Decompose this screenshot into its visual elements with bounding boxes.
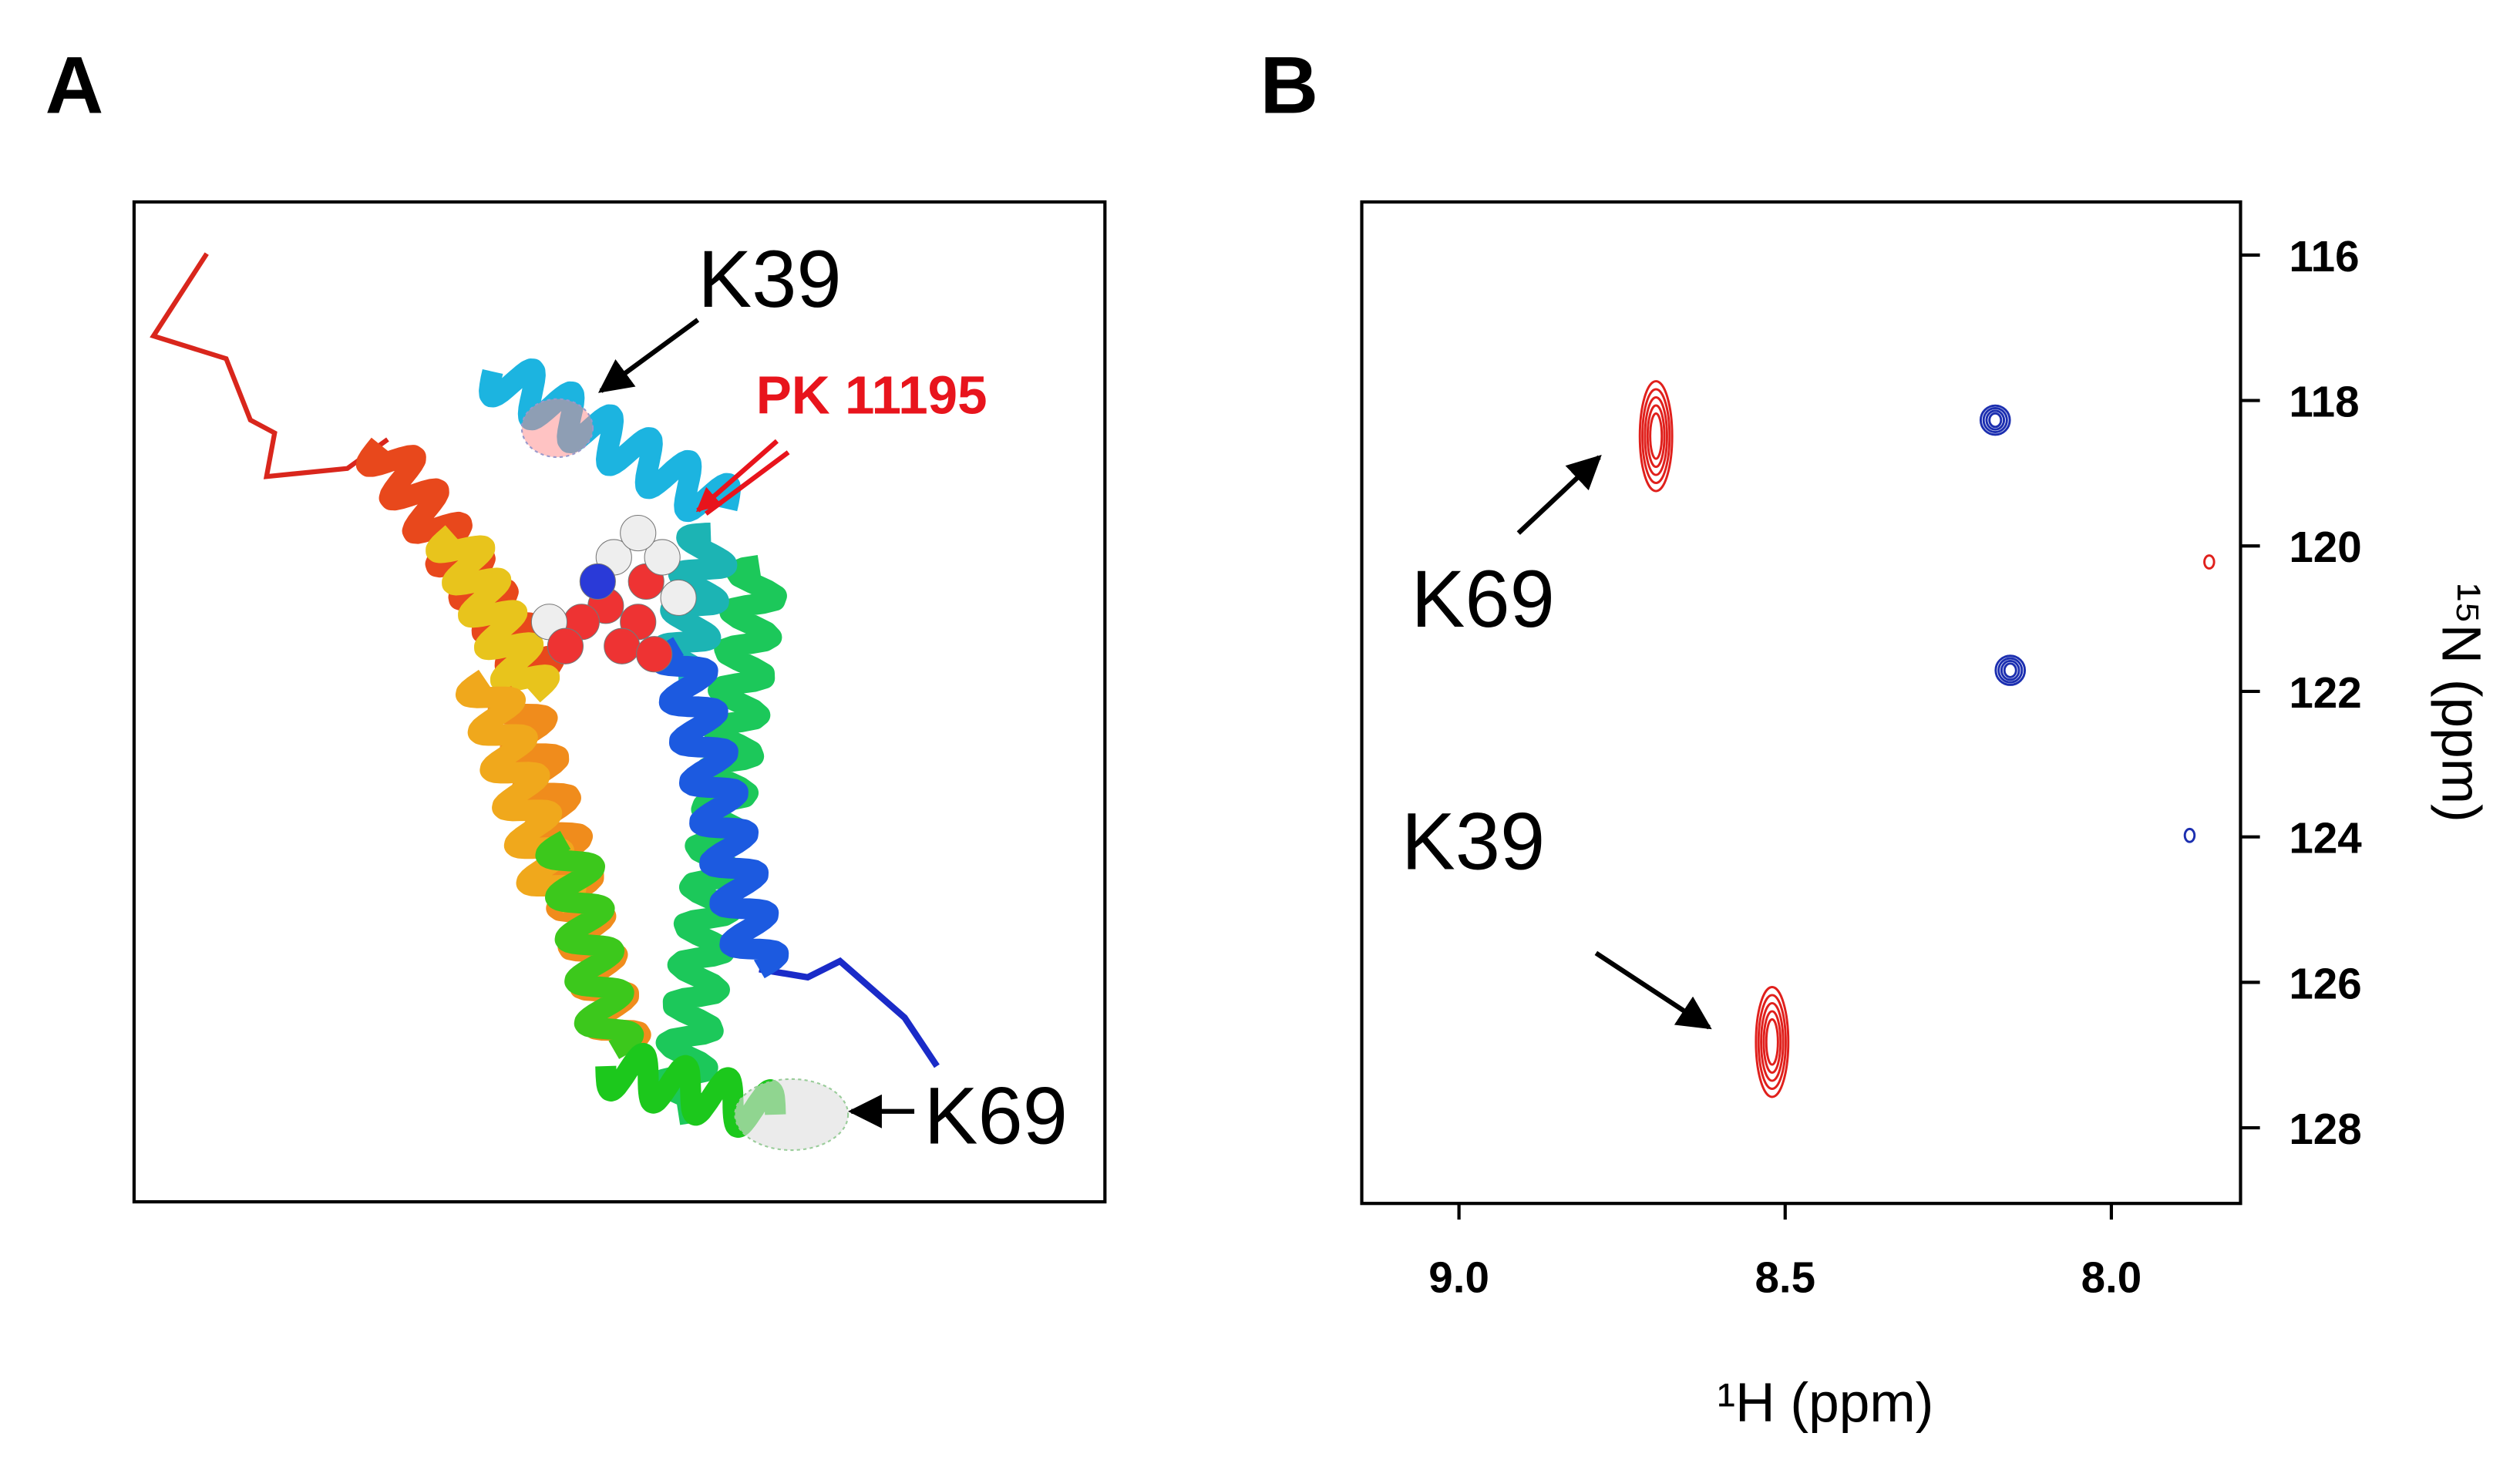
contour (1646, 404, 1666, 469)
annotation: K69 (924, 1071, 1068, 1162)
ligand-atom (620, 514, 657, 552)
y-tick-label: 120 (2289, 523, 2361, 571)
y-tick-label: 118 (2289, 378, 2359, 426)
helix (479, 358, 742, 523)
contour (1982, 407, 2008, 434)
contour (1649, 412, 1664, 460)
y-tick-label: 128 (2289, 1105, 2361, 1153)
contour (1760, 1001, 1785, 1082)
arrow (597, 318, 700, 393)
x-tick-label: 8.5 (1755, 1253, 1815, 1301)
x-tick-label: 9.0 (1428, 1253, 1489, 1301)
panel-label: B (1260, 41, 1318, 131)
contour (1638, 380, 1674, 493)
peak (1638, 380, 1674, 493)
ribbon-tail (759, 957, 940, 1068)
ribbon-tail (150, 252, 389, 479)
helix (535, 830, 644, 1059)
contour (1755, 986, 1790, 1098)
contour (1757, 994, 1787, 1090)
peak (2183, 827, 2196, 843)
peak (2203, 554, 2216, 570)
contour (2183, 827, 2196, 843)
arrow (1516, 455, 1602, 535)
contour (1988, 412, 2003, 429)
surface (734, 1078, 850, 1152)
helix (651, 555, 787, 1125)
x-axis-label: ¹H (ppm) (1717, 1373, 1933, 1434)
ligand-atom (579, 563, 616, 600)
plot-frame (1360, 200, 2242, 1206)
y-tick-label: 122 (2289, 668, 2361, 717)
contour (1985, 409, 2006, 431)
ligand-atom (636, 636, 673, 673)
annotation: K69 (1411, 554, 1554, 644)
arrow (1594, 950, 1712, 1030)
x-tick-label: 8.0 (2081, 1253, 2142, 1301)
contour (1994, 654, 2027, 686)
contour (1997, 657, 2024, 684)
y-axis-label: ¹⁵N (ppm) (2430, 583, 2491, 822)
ligand-atom (644, 539, 681, 576)
annotation: K39 (1401, 796, 1545, 886)
y-tick-label: 116 (2289, 232, 2359, 281)
annotation: K39 (698, 234, 841, 325)
annotation: PK 11195 (756, 365, 987, 425)
structure-panel (132, 200, 1107, 1204)
arrow (695, 439, 779, 513)
contour (1765, 1018, 1779, 1066)
y-tick-label: 124 (2289, 814, 2362, 863)
helix (426, 525, 560, 703)
peak (1755, 986, 1790, 1098)
ligand-atom (660, 579, 697, 616)
contour (1644, 396, 1668, 476)
peak (1979, 404, 2011, 436)
ligand-atom (547, 627, 584, 664)
peak (1994, 654, 2027, 686)
contour (1762, 1010, 1782, 1075)
panel-label: A (45, 41, 104, 131)
surface (520, 398, 594, 459)
contour (1979, 404, 2011, 436)
spectrum: 9.0 8.5 8.0 116 118 120 122 124 126 128 ¹H (ppm) ¹⁵… (1360, 200, 2491, 1434)
helix (648, 637, 789, 979)
contour (2003, 662, 2017, 678)
y-tick-label: 126 (2289, 959, 2361, 1007)
contour (2203, 554, 2216, 570)
ligand-atom (604, 627, 641, 664)
contour (2000, 659, 2020, 681)
contour (1641, 388, 1671, 485)
